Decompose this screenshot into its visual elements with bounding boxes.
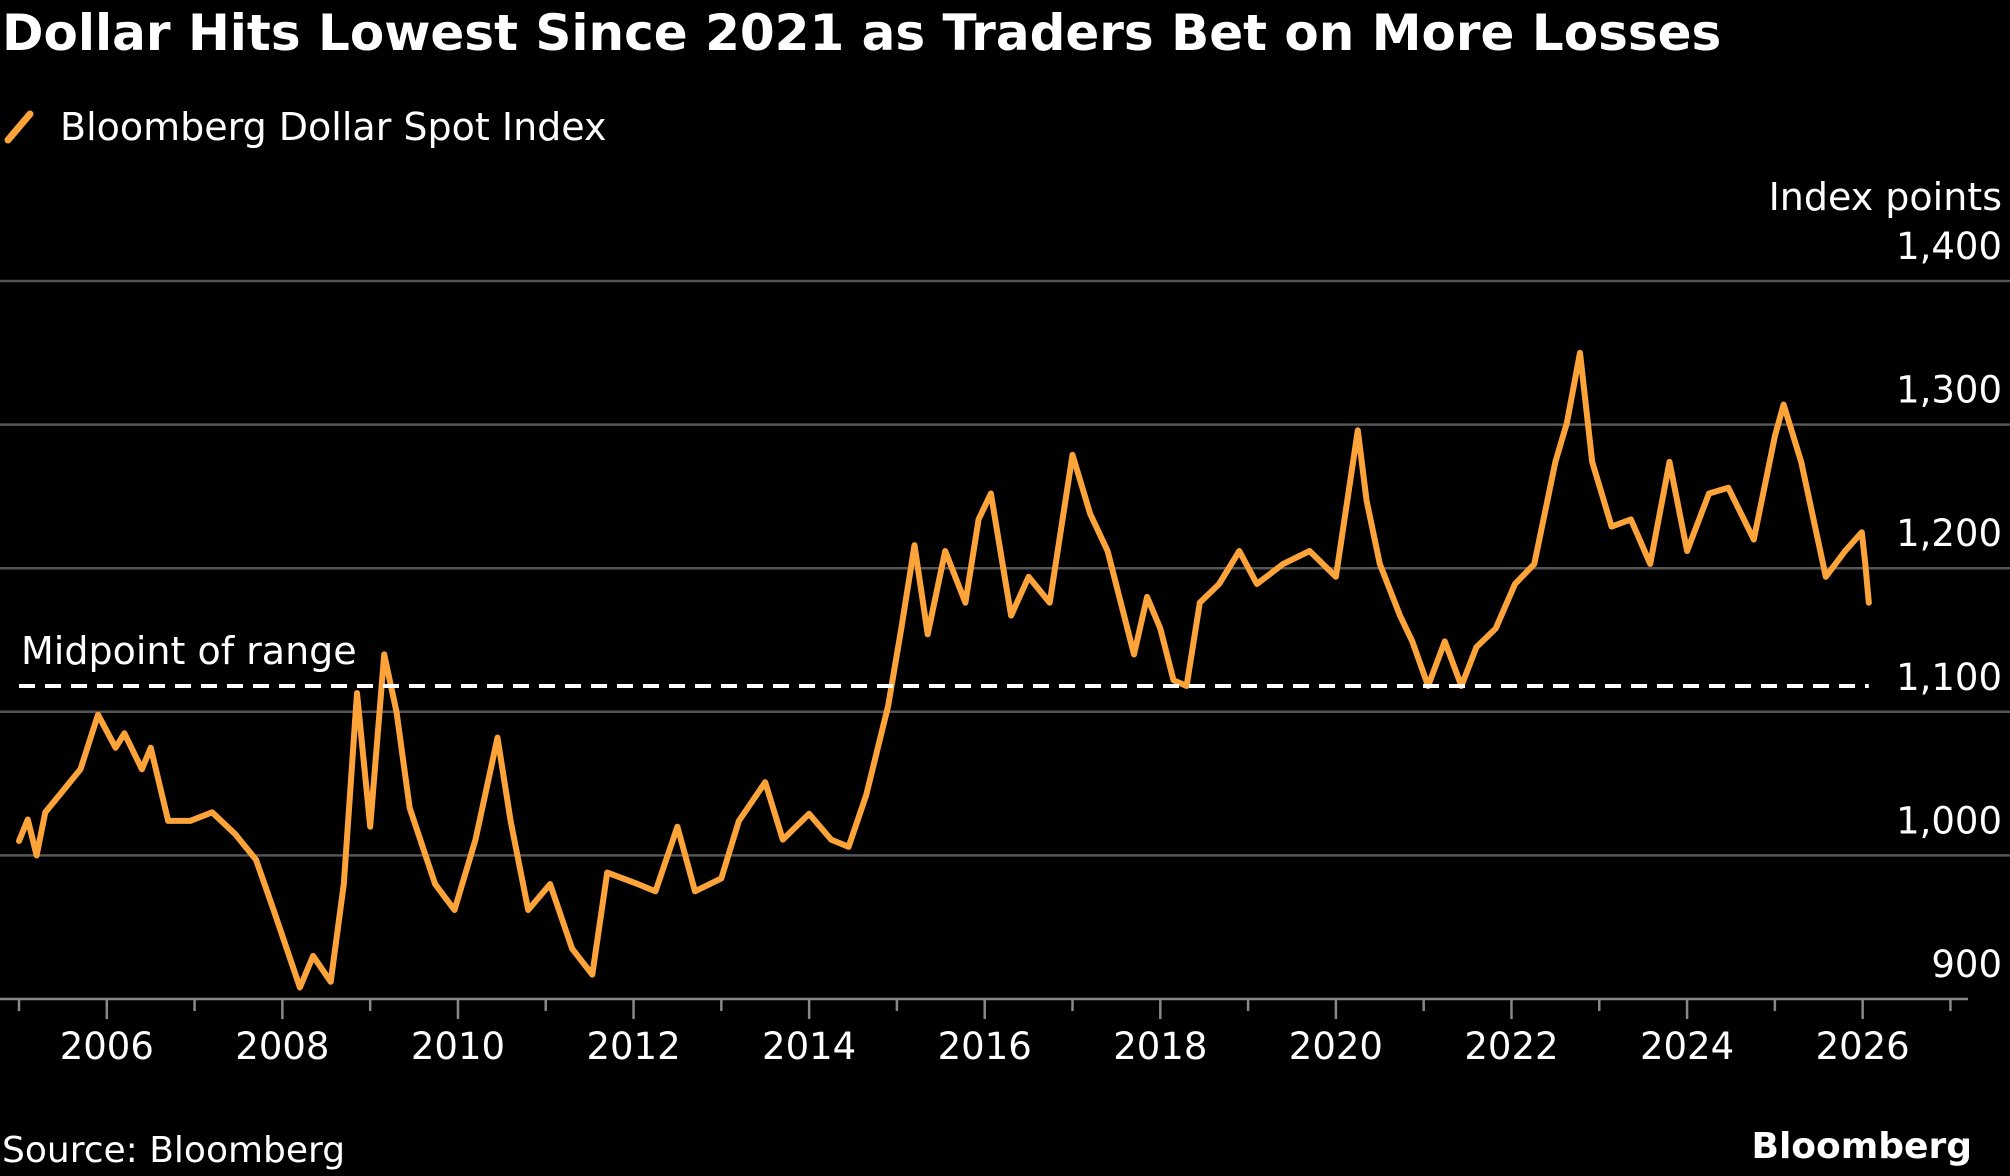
x-tick-label: 2020 bbox=[1289, 1025, 1383, 1068]
data-line bbox=[16, 349, 1872, 991]
y-tick-label: 1,300 bbox=[1896, 369, 2002, 412]
x-tick-label: 2012 bbox=[586, 1025, 680, 1068]
reference-label: Midpoint of range bbox=[21, 629, 357, 673]
brand: Bloomberg bbox=[1752, 1126, 1972, 1167]
x-tick-label: 2008 bbox=[235, 1025, 329, 1068]
x-tick-label: 2016 bbox=[938, 1025, 1032, 1068]
x-tick-label: 2006 bbox=[60, 1025, 154, 1068]
x-tick-label: 2014 bbox=[762, 1025, 856, 1068]
y-tick-label: 1,400 bbox=[1896, 225, 2002, 268]
y-axis-label: Index points bbox=[1769, 175, 2002, 219]
x-tick-label: 2010 bbox=[411, 1025, 505, 1068]
legend-label: Bloomberg Dollar Spot Index bbox=[60, 105, 607, 149]
legend-swatch bbox=[4, 110, 34, 144]
source: Source: Bloomberg bbox=[2, 1130, 345, 1171]
x-tick-label: 2018 bbox=[1113, 1025, 1207, 1068]
y-tick-label: 1,000 bbox=[1896, 799, 2002, 842]
y-tick-label: 900 bbox=[1931, 943, 2002, 986]
y-tick-label: 1,100 bbox=[1896, 656, 2002, 699]
x-tick-label: 2022 bbox=[1464, 1025, 1558, 1068]
x-tick-label: 2024 bbox=[1640, 1025, 1734, 1068]
x-tick-label: 2026 bbox=[1816, 1025, 1910, 1068]
y-tick-label: 1,200 bbox=[1896, 512, 2002, 555]
chart-title: Dollar Hits Lowest Since 2021 as Traders… bbox=[2, 4, 1721, 62]
